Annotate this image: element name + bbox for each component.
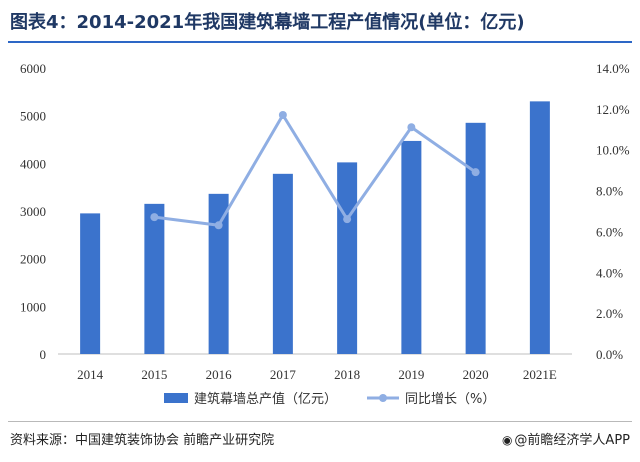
- bar: [144, 203, 165, 354]
- growth-point: [150, 213, 159, 222]
- left-axis-tick-label: 5000: [20, 109, 46, 124]
- x-axis-tick-label: 2016: [206, 367, 233, 382]
- right-axis-tick-label: 4.0%: [596, 265, 623, 280]
- right-axis-tick-label: 14.0%: [596, 61, 630, 76]
- x-axis-tick-label: 2019: [398, 367, 424, 382]
- x-axis-tick-label: 2014: [77, 367, 104, 382]
- growth-point: [407, 123, 416, 132]
- growth-point: [471, 168, 480, 177]
- x-axis-tick-label: 2020: [463, 367, 489, 382]
- right-axis-tick-label: 10.0%: [596, 143, 630, 158]
- brand-at-icon: ◉: [501, 433, 513, 447]
- x-axis-tick-label: 2017: [270, 367, 297, 382]
- legend-line-label: 同比增长（%）: [405, 392, 495, 407]
- brand-credit: ◉ @前瞻经济学人APP: [502, 429, 630, 448]
- growth-line: [154, 113, 477, 227]
- bar: [401, 140, 422, 354]
- right-axis-tick-label: 12.0%: [596, 102, 630, 117]
- combo-chart: 0 1000 2000 3000 4000 5000 6000 0.0% 2.0% 4.0% 6.0…: [20, 61, 630, 407]
- source-note: 资料来源：中国建筑装饰协会 前瞻产业研究院: [10, 433, 275, 448]
- bar: [80, 213, 101, 354]
- left-axis-tick-label: 3000: [20, 204, 46, 219]
- source-divider: [8, 421, 632, 422]
- chart-title: 图表4：2014-2021年我国建筑幕墙工程产值情况(单位：亿元): [10, 12, 525, 33]
- legend-bar-swatch: [164, 393, 188, 403]
- bar: [208, 193, 229, 354]
- left-axis-tick-label: 4000: [20, 156, 46, 171]
- bar: [529, 101, 550, 354]
- x-axis-tick-label: 2018: [334, 367, 360, 382]
- title-divider: [8, 41, 632, 43]
- bar: [465, 122, 486, 354]
- growth-point: [343, 215, 352, 224]
- bar: [337, 162, 358, 354]
- right-axis-tick-label: 0.0%: [596, 347, 623, 362]
- right-axis-tick-label: 6.0%: [596, 224, 623, 239]
- left-axis-tick-label: 0: [40, 347, 47, 362]
- left-axis-tick-label: 2000: [20, 252, 46, 267]
- right-axis-tick-label: 8.0%: [596, 184, 623, 199]
- bar: [272, 173, 293, 354]
- left-axis-tick-label: 6000: [20, 61, 46, 76]
- x-axis-tick-label: 2015: [141, 367, 167, 382]
- legend-line-marker: [379, 394, 387, 402]
- growth-point: [214, 221, 223, 230]
- right-axis-tick-label: 2.0%: [596, 306, 623, 321]
- x-axis-tick-label: 2021E: [523, 367, 557, 382]
- left-axis-tick-label: 1000: [20, 299, 46, 314]
- brand-text: @前瞻经济学人APP: [514, 433, 630, 448]
- growth-point: [278, 110, 287, 119]
- legend-bar-label: 建筑幕墙总产值（亿元）: [194, 391, 337, 407]
